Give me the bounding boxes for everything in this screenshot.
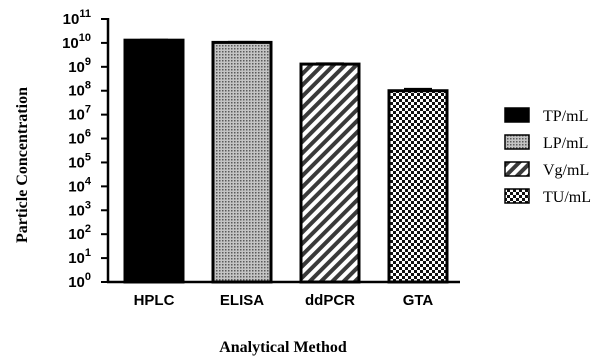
y-tick-label: 1011: [63, 8, 91, 28]
bar-elisa: [211, 40, 273, 284]
y-tick-label: 102: [68, 223, 91, 243]
bar-ddpcr: [299, 62, 361, 284]
x-tick-label-ddpcr: ddPCR: [305, 292, 355, 309]
y-tick-label: 103: [68, 199, 91, 219]
bars: [123, 38, 449, 284]
x-tick-label-gta: GTA: [403, 292, 434, 309]
legend-label: Vg/mL: [543, 162, 589, 179]
y-axis: 100 101 102 103 104 105 106 107 108 109 1010 1011: [62, 8, 110, 291]
legend-swatch-lp-ml: [504, 134, 530, 150]
x-tick-label-elisa: ELISA: [220, 292, 264, 309]
error-bars: [140, 38, 432, 91]
x-tick-label-hplc: HPLC: [134, 292, 175, 309]
y-tick-label: 106: [68, 128, 91, 148]
bar-gta: [387, 89, 449, 284]
x-axis: HPLC ELISA ddPCR GTA: [107, 280, 460, 309]
legend-label: TU/mL: [543, 189, 591, 206]
y-tick-label: 101: [68, 247, 91, 267]
y-tick-label: 104: [68, 175, 92, 195]
y-tick-label: 107: [68, 104, 91, 124]
bar-hplc: [123, 38, 185, 284]
legend-swatch-tp-ml: [504, 107, 530, 123]
y-axis-title: Particle Concentration: [14, 87, 31, 243]
legend-swatch-vg-ml: [504, 161, 530, 177]
legend-label: LP/mL: [543, 135, 588, 152]
x-axis-title: Analytical Method: [219, 339, 347, 356]
y-tick-label: 109: [68, 56, 91, 76]
legend-swatch-tu-ml: [504, 188, 530, 204]
legend: TP/mL LP/mL Vg/mL TU/mL: [504, 107, 591, 206]
y-tick-label: 100: [68, 271, 91, 291]
y-tick-label: 1010: [62, 32, 91, 52]
legend-label: TP/mL: [543, 108, 588, 125]
y-tick-label: 105: [68, 151, 91, 171]
y-tick-label: 108: [68, 80, 91, 100]
